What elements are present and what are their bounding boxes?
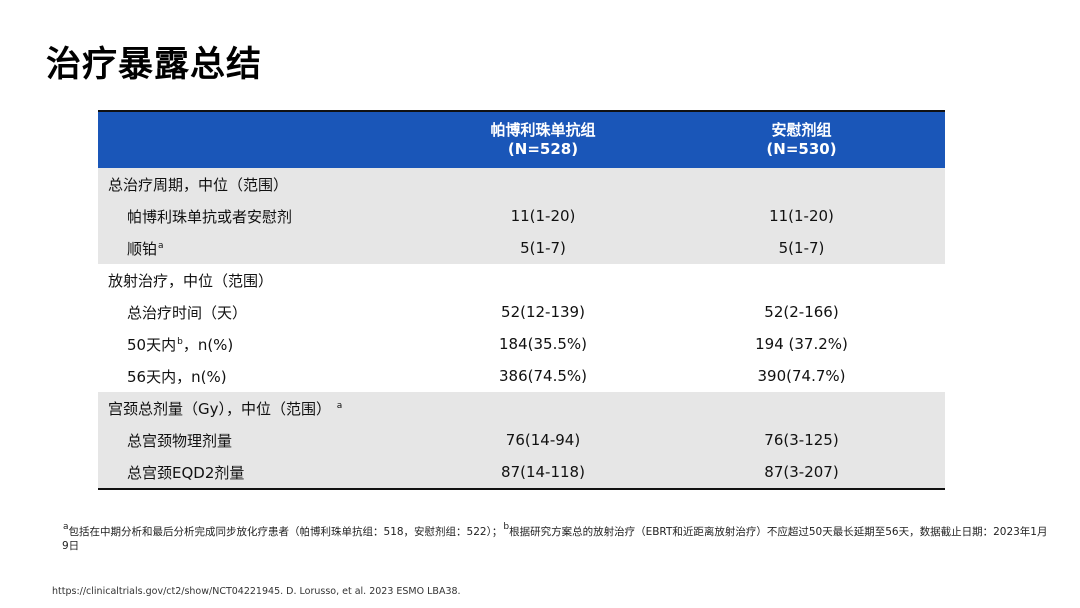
group-label: 放射治疗，中位（范围）	[108, 271, 274, 290]
header-placebo-name: 安慰剂组	[771, 121, 832, 139]
row-label: 顺铂a	[127, 239, 164, 258]
footnote: a包括在中期分析和最后分析完成同步放化疗患者（帕博利珠单抗组：518，安慰剂组：…	[62, 520, 1052, 553]
header-pembrolizumab: 帕博利珠单抗组 (N=528)	[428, 121, 658, 159]
footnote-b-text: 根据研究方案总的放射治疗（EBRT和近距离放射治疗）不应超过50天最长延期至56…	[62, 526, 1048, 552]
table-row: 总宫颈物理剂量 76(14-94) 76(3-125)	[98, 424, 945, 456]
footnote-marker: b	[177, 336, 183, 347]
group-radiotherapy: 放射治疗，中位（范围） 总治疗时间（天） 52(12-139) 52(2-166…	[98, 264, 945, 392]
exposure-table: 帕博利珠单抗组 (N=528) 安慰剂组 (N=530) 总治疗周期，中位（范围…	[98, 110, 945, 490]
reference-citation: https://clinicaltrials.gov/ct2/show/NCT0…	[52, 586, 461, 597]
header-placebo: 安慰剂组 (N=530)	[658, 121, 945, 159]
value-pembrolizumab: 184(35.5%)	[499, 335, 587, 353]
value-pembrolizumab: 386(74.5%)	[499, 367, 587, 385]
header-pembrolizumab-name: 帕博利珠单抗组	[490, 121, 596, 139]
footnote-marker: a	[336, 400, 343, 411]
table-header: 帕博利珠单抗组 (N=528) 安慰剂组 (N=530)	[98, 112, 945, 168]
value-placebo: 52(2-166)	[764, 303, 839, 321]
group-label: 总治疗周期，中位（范围）	[108, 175, 289, 194]
value-placebo: 87(3-207)	[764, 463, 839, 481]
footnote-a-text: 包括在中期分析和最后分析完成同步放化疗患者（帕博利珠单抗组：518，安慰剂组：5…	[68, 526, 503, 538]
group-label: 宫颈总剂量（Gy），中位（范围） a	[108, 399, 343, 418]
group-header-row: 宫颈总剂量（Gy），中位（范围） a	[98, 392, 945, 424]
footnote-marker: a	[63, 522, 69, 532]
value-pembrolizumab: 11(1-20)	[510, 207, 576, 225]
value-pembrolizumab: 5(1-7)	[520, 239, 566, 257]
value-placebo: 5(1-7)	[778, 239, 825, 257]
table-row: 总治疗时间（天） 52(12-139) 52(2-166)	[98, 296, 945, 328]
value-placebo: 194 (37.2%)	[755, 335, 848, 353]
value-pembrolizumab: 52(12-139)	[501, 303, 585, 321]
table-row: 56天内，n(%) 386(74.5%) 390(74.7%)	[98, 360, 945, 392]
row-label: 总治疗时间（天）	[127, 303, 248, 322]
header-pembrolizumab-n: (N=528)	[507, 140, 579, 158]
row-label: 总宫颈EQD2剂量	[127, 463, 245, 482]
value-placebo: 390(74.7%)	[757, 367, 846, 385]
footnote-marker: b	[503, 522, 510, 532]
row-label: 总宫颈物理剂量	[127, 431, 233, 450]
table-row: 顺铂a 5(1-7) 5(1-7)	[98, 232, 945, 264]
group-header-row: 放射治疗，中位（范围）	[98, 264, 945, 296]
header-placebo-n: (N=530)	[766, 140, 837, 158]
table-row: 总宫颈EQD2剂量 87(14-118) 87(3-207)	[98, 456, 945, 488]
table-row: 帕博利珠单抗或者安慰剂 11(1-20) 11(1-20)	[98, 200, 945, 232]
table-row: 50天内b，n(%) 184(35.5%) 194 (37.2%)	[98, 328, 945, 360]
value-placebo: 11(1-20)	[769, 207, 834, 225]
value-pembrolizumab: 76(14-94)	[505, 431, 581, 449]
row-label: 帕博利珠单抗或者安慰剂	[127, 207, 293, 226]
value-pembrolizumab: 87(14-118)	[501, 463, 585, 481]
page-title: 治疗暴露总结	[46, 45, 263, 85]
group-total-cycles: 总治疗周期，中位（范围） 帕博利珠单抗或者安慰剂 11(1-20) 11(1-2…	[98, 168, 945, 264]
row-label: 56天内，n(%)	[127, 367, 227, 386]
footnote-marker: a	[158, 240, 164, 251]
row-label: 50天内b，n(%)	[127, 335, 234, 354]
group-cervical-dose: 宫颈总剂量（Gy），中位（范围） a 总宫颈物理剂量 76(14-94) 76(…	[98, 392, 945, 488]
group-header-row: 总治疗周期，中位（范围）	[98, 168, 945, 200]
value-placebo: 76(3-125)	[764, 431, 839, 449]
